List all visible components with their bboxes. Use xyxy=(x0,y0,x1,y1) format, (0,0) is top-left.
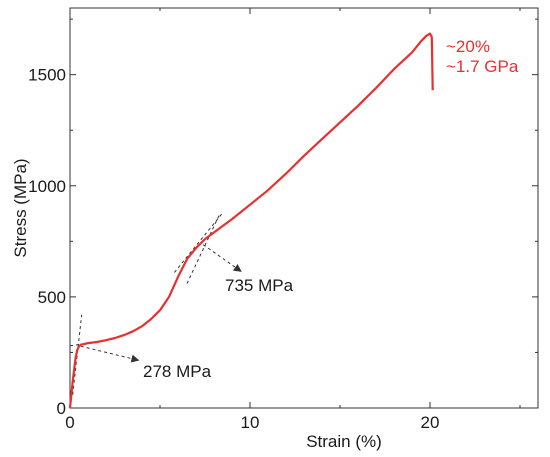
annotation-strain-20: ~20% xyxy=(446,37,490,56)
y-axis-title: Stress (MPa) xyxy=(11,158,30,257)
y-tick-label: 0 xyxy=(57,399,66,418)
y-tick-label: 1000 xyxy=(28,177,66,196)
arrow-735 xyxy=(202,244,242,272)
y-tick-label: 500 xyxy=(38,288,66,307)
x-tick-label: 10 xyxy=(241,413,260,432)
y-tick-label: 1500 xyxy=(28,66,66,85)
knee-tangent-1 xyxy=(174,212,224,273)
series-line-stress-strain xyxy=(68,32,434,409)
x-tick-label: 20 xyxy=(421,413,440,432)
x-axis-title: Strain (%) xyxy=(306,432,382,451)
x-tick-label: 0 xyxy=(65,413,74,432)
annotation-278-mpa: 278 MPa xyxy=(143,362,212,381)
plot-frame xyxy=(69,7,539,409)
annotation-stress-1-7-gpa: ~1.7 GPa xyxy=(446,57,519,76)
annotation-735-mpa: 735 MPa xyxy=(225,276,294,295)
knee-tangent-2 xyxy=(186,214,220,284)
arrow-278 xyxy=(80,345,140,363)
yield-tangent-1 xyxy=(72,314,83,395)
